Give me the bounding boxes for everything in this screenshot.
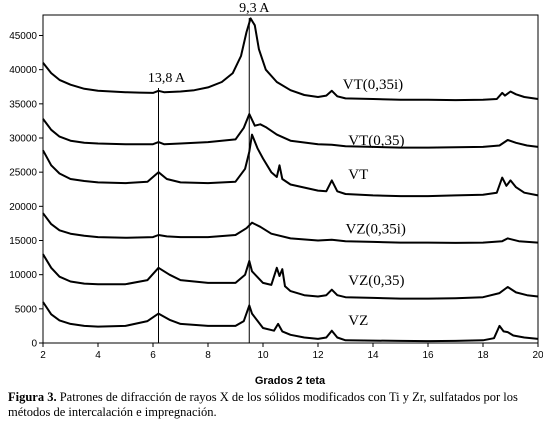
y-tick-label: 30000 — [9, 134, 37, 145]
caption-text: Patrones de difracción de rayos X de los… — [8, 390, 518, 419]
figure-caption: Figura 3. Patrones de difracción de rayo… — [8, 390, 540, 420]
chart-axes: 0 5000 10000 15000 20000 25000 30000 35000 40000… — [9, 14, 543, 361]
y-tick-label: 5000 — [15, 304, 38, 315]
x-tick-label: 16 — [422, 350, 434, 361]
series-label: VT(0,35) — [348, 133, 404, 149]
series-label: VT — [348, 167, 368, 183]
y-tick-label: 10000 — [9, 270, 37, 281]
x-tick-label: 12 — [312, 350, 324, 361]
series-group — [42, 17, 539, 343]
y-tick-label: 40000 — [9, 65, 37, 76]
y-tick-label: 0 — [31, 339, 37, 350]
y-tick-label: 25000 — [9, 168, 37, 179]
x-tick-label: 6 — [150, 350, 156, 361]
x-tick-label: 20 — [532, 350, 543, 361]
series-line — [42, 113, 539, 149]
series-line — [42, 133, 539, 198]
x-tick-label: 8 — [205, 350, 211, 361]
series-label: VT(0,35i) — [343, 77, 403, 93]
annotation-label: 9,3 A — [239, 1, 270, 16]
y-tick-label: 20000 — [9, 202, 37, 213]
x-axis-title: Grados 2 teta — [255, 375, 326, 387]
x-tick-label: 2 — [40, 350, 46, 361]
caption-label: Figura 3. — [8, 390, 57, 404]
x-tick-label: 18 — [477, 350, 489, 361]
x-tick-label: 14 — [367, 350, 379, 361]
reference-lines: 13,8 A 9,3 A — [148, 1, 270, 343]
y-tick-label: 45000 — [9, 31, 37, 42]
xrd-chart: 0 5000 10000 15000 20000 25000 30000 35000 40000… — [9, 1, 543, 387]
x-tick-label: 4 — [95, 350, 101, 361]
x-tick-label: 10 — [257, 350, 269, 361]
series-line — [42, 17, 539, 102]
series-line — [42, 253, 539, 300]
series-label: VZ — [348, 313, 368, 329]
annotation-label: 13,8 A — [148, 71, 186, 86]
y-tick-label: 35000 — [9, 99, 37, 110]
plot-frame — [42, 14, 539, 344]
series-label: VZ(0,35i) — [346, 222, 406, 238]
series-label: VZ(0,35) — [348, 273, 404, 289]
series-labels: VT(0,35i) VT(0,35) VT VZ(0,35i) VZ(0,35) VZ — [343, 77, 406, 329]
series-line — [42, 301, 539, 343]
y-tick-label: 15000 — [9, 236, 37, 247]
series-line — [42, 212, 539, 244]
